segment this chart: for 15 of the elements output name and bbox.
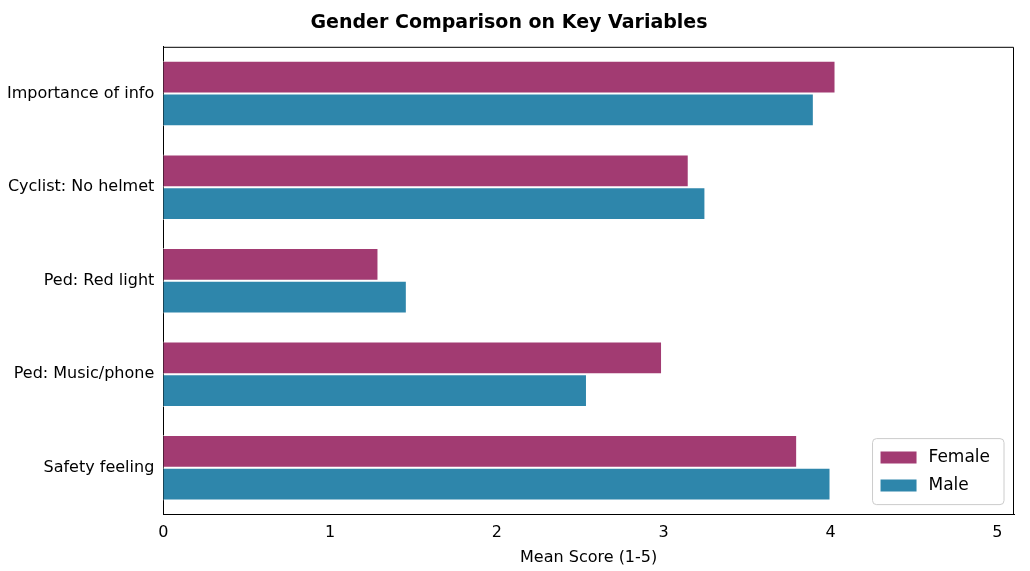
x-tick-label: 3 xyxy=(658,522,669,542)
y-tick-label: Ped: Red light xyxy=(43,269,155,289)
x-tick-label: 2 xyxy=(491,522,502,542)
chart-title: Gender Comparison on Key Variables xyxy=(310,10,708,33)
y-tick-label: Importance of info xyxy=(6,82,155,102)
y-tick-label: Ped: Music/phone xyxy=(13,363,155,383)
y-tick-label: Cyclist: No helmet xyxy=(7,176,155,196)
x-tick-label: 5 xyxy=(992,522,1003,542)
x-tick-label: 1 xyxy=(325,522,336,542)
x-tick-label: 0 xyxy=(158,522,169,542)
legend-label: Female xyxy=(928,446,990,467)
legend-label: Male xyxy=(928,474,969,495)
y-tick-label: Safety feeling xyxy=(43,456,155,476)
x-axis-title: Mean Score (1-5) xyxy=(520,546,658,566)
x-tick-label: 4 xyxy=(825,522,836,542)
